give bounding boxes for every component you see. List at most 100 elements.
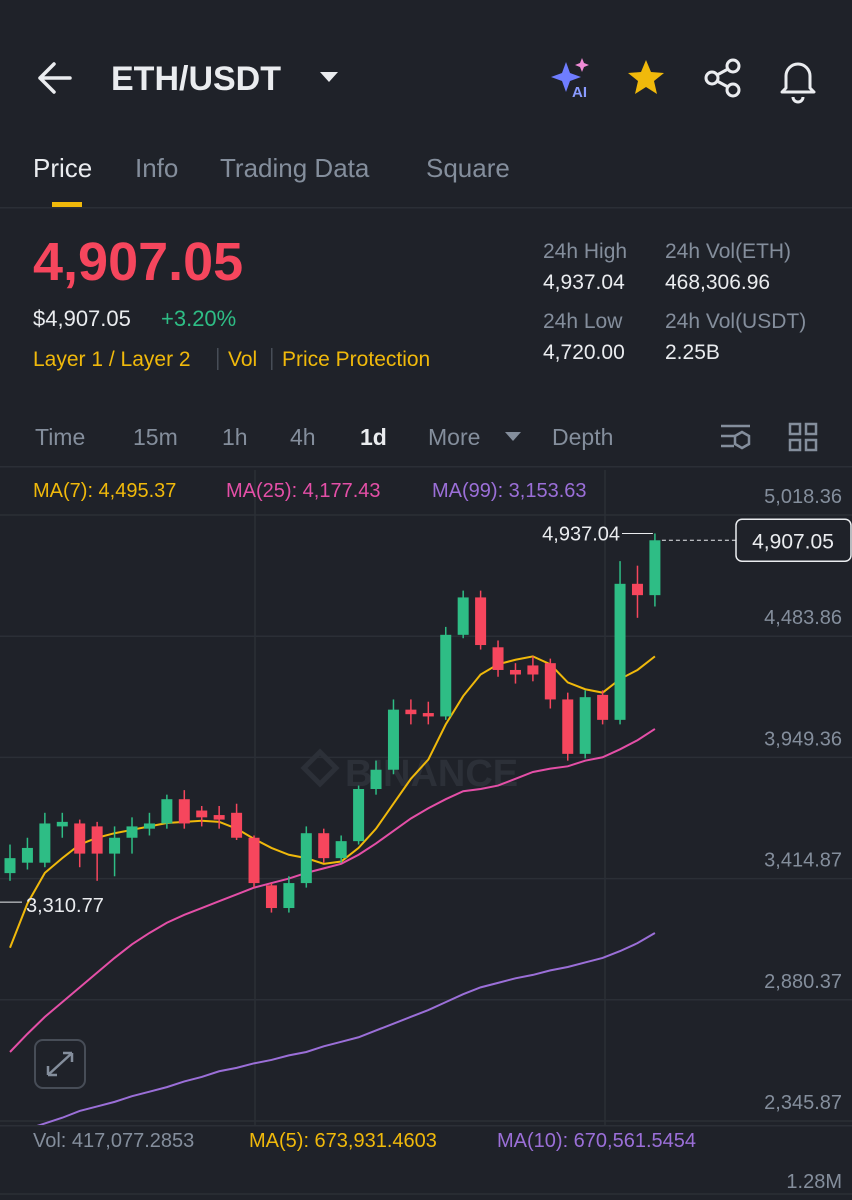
candle-body (457, 597, 469, 635)
candle-body (422, 713, 434, 717)
timeframe[interactable]: 4h (290, 424, 316, 450)
candle-body (265, 885, 277, 909)
bell (780, 62, 816, 94)
timeframe[interactable]: Depth (552, 424, 613, 450)
candle-body (74, 823, 86, 854)
ma-legend: MA(25): 4,177.43 (226, 480, 381, 502)
indicator-settings[interactable] (721, 424, 751, 450)
timeframe[interactable]: 15m (133, 424, 178, 450)
y-tick-label: 5,018.36 (764, 486, 842, 508)
tag-separator (271, 348, 273, 370)
high-marker-label: 4,937.04 (542, 523, 620, 545)
tab[interactable]: Square (426, 153, 510, 183)
ma-legend: MA(7): 4,495.37 (33, 480, 176, 502)
candle-body (597, 694, 609, 720)
timeframe[interactable]: More (428, 424, 480, 450)
divider (0, 466, 852, 468)
price-change: +3.20% (161, 306, 236, 331)
last-price-label: 4,907.05 (752, 530, 834, 553)
tag-separator (217, 348, 219, 370)
share-link (716, 67, 729, 89)
pair-title[interactable]: ETH/USDT (111, 60, 281, 98)
candle-body (248, 837, 260, 884)
favorite-star[interactable] (628, 60, 664, 94)
last-price: 4,907.05 (33, 232, 243, 292)
layout-cell (788, 438, 802, 452)
candle-body (370, 769, 382, 789)
tag[interactable]: Layer 1 / Layer 2 (33, 348, 191, 371)
pair-dropdown[interactable] (320, 72, 338, 82)
stat-value: 4,720.00 (543, 341, 625, 364)
stat-value: 2.25B (665, 341, 720, 364)
candle-body (161, 799, 173, 824)
timeframe-active[interactable]: 1d (360, 424, 387, 450)
candle-body (440, 634, 452, 717)
candle-body (544, 663, 556, 700)
chart-overlay: 5,018.36 4,483.86 3,949.36 3,414.87 2,880.37… (0, 486, 852, 1114)
candle-body (527, 665, 539, 675)
candle-body (649, 540, 661, 596)
candle-body (39, 823, 51, 863)
candle-body (318, 833, 330, 859)
stat-label: 24h Vol(ETH) (665, 240, 791, 263)
timeframe[interactable]: 1h (222, 424, 248, 450)
ma-line (9, 655, 656, 949)
divider (0, 207, 852, 209)
candle-body (91, 826, 103, 854)
expand-icon (46, 1051, 74, 1077)
tag[interactable]: Vol (228, 348, 257, 371)
tab[interactable]: Info (135, 153, 178, 183)
candle-body (300, 833, 312, 884)
stat-label: 24h Low (543, 310, 623, 333)
candle-body (196, 810, 208, 818)
candle-body (143, 823, 155, 829)
volume-legend: MA(10): 670,561.5454 (497, 1130, 696, 1152)
candle-body (21, 847, 33, 863)
timeframe[interactable]: Time (35, 424, 85, 450)
back-button[interactable] (38, 62, 72, 94)
tab[interactable]: Trading Data (220, 153, 370, 183)
low-marker-label: 3,310.77 (26, 895, 104, 917)
stat-label: 24h Vol(USDT) (665, 310, 806, 333)
alert-button[interactable] (780, 62, 816, 104)
expand-frame (34, 1039, 86, 1089)
y-tick-label: 2,345.87 (764, 1092, 842, 1114)
chart-area: BINANCE (0, 470, 852, 1125)
watermark-logo (300, 748, 340, 788)
expand-button[interactable] (34, 1039, 86, 1089)
divider (0, 1125, 852, 1127)
candle-body (56, 821, 68, 827)
ma-line (9, 728, 656, 1053)
candle-body (405, 709, 417, 715)
tab[interactable]: Price (33, 153, 92, 183)
share-node (725, 82, 741, 98)
last-price-box (735, 518, 852, 563)
tab-indicator (52, 202, 82, 207)
ai-button[interactable]: AI (551, 58, 589, 101)
candle-body (475, 597, 487, 646)
layout-button[interactable] (788, 422, 818, 452)
candle-body (335, 841, 347, 859)
volume-legend: Vol: 417,077.2853 (33, 1130, 194, 1152)
volume-tick-label: 1.28M (786, 1171, 842, 1193)
y-tick-label: 3,949.36 (764, 728, 842, 750)
candle-body (387, 709, 399, 770)
tag[interactable]: Price Protection (282, 348, 430, 371)
candle-body (353, 788, 365, 842)
candle-body (126, 826, 138, 838)
ai-sparkle (551, 62, 581, 92)
candle-body (579, 697, 591, 754)
share-button[interactable] (704, 58, 741, 98)
share-node (725, 58, 741, 74)
usd-price: $4,907.05 (33, 306, 131, 331)
back-arrow (38, 62, 72, 94)
candle-body (631, 583, 643, 596)
candle-body (509, 669, 521, 675)
more-dropdown[interactable] (505, 432, 521, 441)
share-node (704, 70, 720, 86)
settings-hex (733, 430, 751, 450)
stat-value: 4,937.04 (543, 271, 625, 294)
candle-body (614, 583, 626, 720)
